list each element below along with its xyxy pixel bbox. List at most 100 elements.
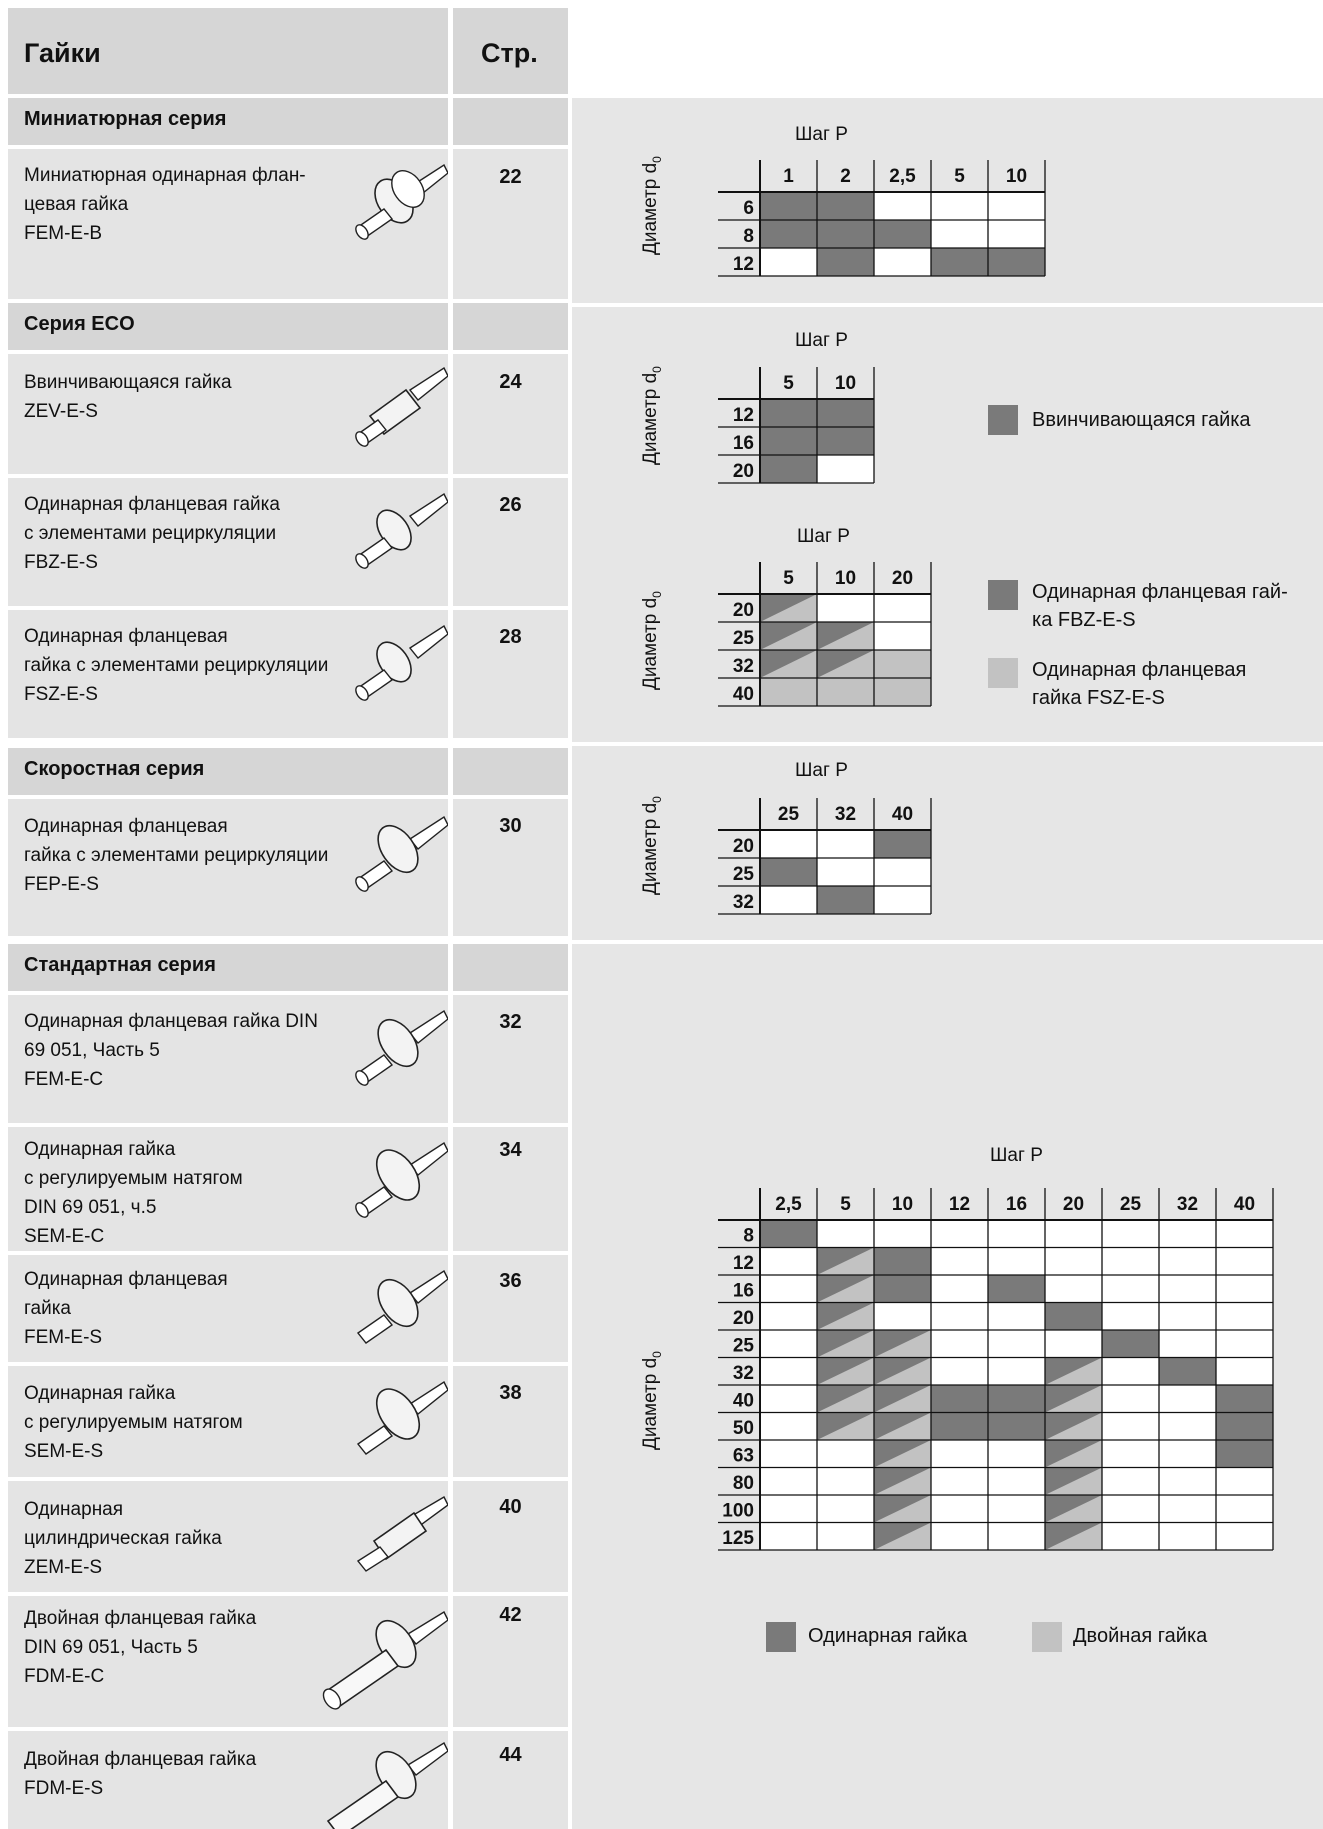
- page-number: 36: [499, 1270, 522, 1292]
- x-axis-label: Шаг P: [797, 526, 850, 547]
- page-number: 24: [499, 371, 522, 393]
- cell-both-dark: [874, 1522, 931, 1550]
- col-label: 5: [783, 568, 794, 589]
- cell-single: [1045, 1302, 1102, 1330]
- cell-single: [760, 455, 817, 483]
- y-axis-label: Диаметр d0: [640, 1351, 664, 1450]
- row-label: 40: [733, 1391, 754, 1412]
- item-name: Ввинчивающаяся гайка ZEV-E-S: [24, 372, 232, 422]
- item-name: Одинарная фланцевая гайка FEM-E-S: [24, 1269, 228, 1348]
- cell-single: [817, 427, 874, 455]
- y-axis-label: Диаметр d0: [640, 591, 664, 690]
- legend-single: Одинарная гайка: [808, 1625, 968, 1647]
- cell-single: [874, 220, 931, 248]
- cell-single: [1216, 1385, 1273, 1413]
- section-header-eco: Серия ECO: [8, 303, 448, 350]
- flange-nut-icon: [355, 163, 448, 240]
- item-name: Двойная фланцевая гайка DIN 69 051, Часть…: [24, 1608, 257, 1687]
- row-label: 63: [733, 1446, 754, 1467]
- page-cell: 28: [453, 610, 568, 738]
- col-label: 10: [892, 1194, 913, 1215]
- page-number: 42: [499, 1604, 522, 1626]
- item-name: Одинарная гайка с регулируемым натягом SEM…: [24, 1383, 243, 1462]
- legend-swatch-fbz: [988, 580, 1018, 610]
- cell-both-dark: [760, 622, 817, 650]
- table-header-page-cell: Стр.: [453, 8, 568, 94]
- cell-single: [1216, 1412, 1273, 1440]
- col-label: 2: [840, 166, 851, 187]
- cell-single: [760, 399, 817, 427]
- cell-single: [817, 192, 874, 220]
- item-name: Миниатюрная одинарная флан-цевая гайка FE…: [24, 165, 306, 244]
- list-item: Одинарная цилиндрическая гайка ZEM-E-S: [8, 1481, 448, 1592]
- page-column-title: Стр.: [481, 38, 538, 68]
- row-label: 32: [733, 656, 754, 677]
- col-label: 20: [892, 568, 913, 589]
- flange-nut-icon: [355, 492, 448, 569]
- legend-fsz: Одинарная фланцевая гайка FSZ-E-S: [1032, 659, 1247, 709]
- cell-both-dark: [874, 1385, 931, 1413]
- item-name: Одинарная фланцевая гайка с элементами ре…: [24, 626, 329, 705]
- list-item: Двойная фланцевая гайка DIN 69 051, Часть…: [8, 1596, 448, 1727]
- page-cell: 32: [453, 995, 568, 1123]
- row-label: 6: [743, 198, 754, 219]
- list-item: Двойная фланцевая гайка FDM-E-S: [8, 1731, 448, 1829]
- cell-single: [931, 1412, 988, 1440]
- legend-swatch-single: [766, 1622, 796, 1652]
- page-number: 44: [499, 1744, 522, 1766]
- list-item: Ввинчивающаяся гайка ZEV-E-S: [8, 354, 448, 474]
- row-label: 50: [733, 1418, 754, 1439]
- col-label: 5: [840, 1194, 851, 1215]
- row-label: 25: [733, 864, 755, 885]
- section-title: Миниатюрная серия: [24, 108, 227, 130]
- cell-single: [874, 1275, 931, 1303]
- page-cell: 42: [453, 1596, 568, 1727]
- cell-both-dark: [874, 1495, 931, 1523]
- cell-double: [817, 678, 874, 706]
- list-item: Одинарная фланцевая гайка FEM-E-S: [8, 1255, 448, 1362]
- table-header-title-cell: Гайки: [8, 8, 448, 94]
- page-cell: 30: [453, 799, 568, 936]
- row-label: 8: [743, 226, 754, 247]
- col-label: 2,5: [775, 1194, 802, 1215]
- cell-single: [760, 220, 817, 248]
- row-label: 12: [733, 1253, 754, 1274]
- cell-both-dark: [760, 650, 817, 678]
- section-header-page-cell: [453, 303, 568, 350]
- row-label: 20: [733, 1308, 754, 1329]
- item-name: Одинарная фланцевая гайка DIN 69 051, Час…: [24, 1011, 318, 1090]
- list-item: Одинарная фланцевая гайка с элементами ре…: [8, 799, 448, 936]
- section-header-speed: Скоростная серия: [8, 748, 448, 795]
- cell-both-dark: [1045, 1385, 1102, 1413]
- list-item: Одинарная фланцевая гайка DIN 69 051, Час…: [8, 995, 448, 1123]
- list-item: Одинарная фланцевая гайка с элементами ре…: [8, 478, 448, 606]
- cell-double: [760, 678, 817, 706]
- cell-both-dark: [874, 1467, 931, 1495]
- page-cell: 40: [453, 1481, 568, 1592]
- section-header-miniature: Миниатюрная серия: [8, 98, 448, 145]
- page-number: 38: [499, 1382, 522, 1404]
- page-number: 28: [499, 626, 522, 648]
- item-name: Одинарная цилиндрическая гайка ZEM-E-S: [24, 1499, 222, 1578]
- row-label: 25: [733, 628, 755, 649]
- item-name: Одинарная гайка с регулируемым натягом DIN…: [24, 1139, 243, 1247]
- grid-standard: 2,5 5 10 12 16 20 25 32 40 8 12 16 20 25 32 40 50 63 80 100…: [718, 1188, 1274, 1551]
- cell-both-dark: [817, 1302, 874, 1330]
- section-header-page-cell: [453, 944, 568, 991]
- row-label: 125: [722, 1528, 754, 1549]
- list-item: Одинарная гайка с регулируемым натягом DIN…: [8, 1127, 448, 1251]
- panel-speed: [572, 746, 1323, 940]
- cell-double: [874, 678, 931, 706]
- cell-both-dark: [874, 1412, 931, 1440]
- y-axis-label: Диаметр d0: [640, 796, 664, 895]
- cell-both-dark: [1045, 1440, 1102, 1468]
- col-label: 5: [783, 373, 794, 394]
- cell-single: [1216, 1440, 1273, 1468]
- cell-double: [874, 650, 931, 678]
- cell-single: [988, 1412, 1045, 1440]
- x-axis-label: Шаг P: [795, 760, 848, 781]
- cell-both-dark: [760, 594, 817, 622]
- x-axis-label: Шаг P: [795, 124, 848, 145]
- section-title: Стандартная серия: [24, 954, 216, 976]
